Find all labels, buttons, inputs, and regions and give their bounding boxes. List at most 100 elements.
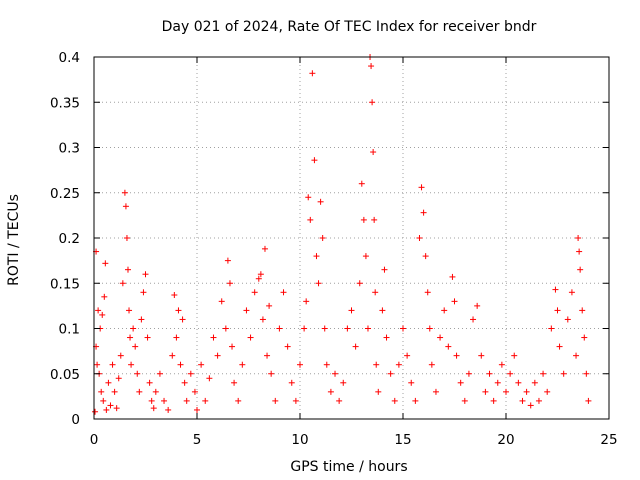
- data-point: [344, 325, 351, 332]
- data-point: [360, 216, 367, 223]
- y-tick-label: 0.1: [59, 322, 80, 338]
- x-tick-label: 0: [90, 432, 99, 448]
- data-point: [100, 397, 107, 404]
- data-point: [327, 388, 334, 395]
- data-point: [426, 325, 433, 332]
- data-point: [577, 266, 584, 273]
- data-point: [218, 298, 225, 305]
- data-point: [519, 397, 526, 404]
- y-tick-label: 0.2: [59, 231, 80, 247]
- data-point: [146, 379, 153, 386]
- data-point: [474, 302, 481, 309]
- data-point: [420, 209, 427, 216]
- data-point: [171, 292, 178, 299]
- data-point: [352, 343, 359, 350]
- data-point: [276, 325, 283, 332]
- data-point: [202, 397, 209, 404]
- y-tick-label: 0.4: [59, 50, 80, 66]
- data-point: [554, 307, 561, 314]
- data-point: [226, 280, 233, 287]
- data-point: [531, 379, 538, 386]
- data-point: [138, 316, 145, 323]
- data-point: [239, 361, 246, 368]
- data-point: [103, 406, 110, 413]
- chart-title: Day 021 of 2024, Rate Of TEC Index for r…: [162, 19, 537, 35]
- data-point: [292, 397, 299, 404]
- data-point: [132, 343, 139, 350]
- x-tick-label: 10: [291, 432, 308, 448]
- data-point: [404, 352, 411, 359]
- x-axis-label: GPS time / hours: [290, 459, 407, 475]
- data-point: [255, 275, 262, 282]
- data-point: [511, 352, 518, 359]
- data-point: [540, 370, 547, 377]
- data-point: [451, 298, 458, 305]
- data-point: [387, 370, 394, 377]
- data-point: [437, 334, 444, 341]
- x-tick-label: 15: [394, 432, 411, 448]
- data-point: [356, 280, 363, 287]
- data-point: [369, 99, 376, 106]
- data-point: [395, 361, 402, 368]
- data-point: [321, 325, 328, 332]
- data-point: [311, 157, 318, 164]
- data-point: [544, 388, 551, 395]
- data-point: [303, 298, 310, 305]
- data-point: [568, 289, 575, 296]
- data-point: [494, 379, 501, 386]
- data-point: [284, 343, 291, 350]
- y-tick-label: 0.25: [50, 186, 80, 202]
- data-point: [503, 388, 509, 395]
- data-point: [150, 405, 157, 412]
- data-point: [229, 343, 236, 350]
- data-point: [224, 257, 231, 264]
- y-axis-label: ROTI / TECUs: [6, 194, 22, 286]
- data-point: [373, 361, 380, 368]
- data-point: [370, 149, 377, 156]
- data-point: [198, 361, 205, 368]
- data-point: [177, 361, 184, 368]
- data-point: [416, 235, 423, 241]
- x-tick-label: 20: [497, 432, 514, 448]
- data-point: [323, 361, 330, 368]
- data-point: [340, 379, 347, 386]
- data-point: [445, 343, 452, 350]
- data-point: [465, 370, 472, 377]
- data-point: [94, 361, 101, 368]
- data-point: [156, 370, 163, 377]
- data-point: [95, 307, 102, 314]
- data-point: [251, 289, 258, 296]
- data-point: [301, 325, 308, 332]
- data-point: [441, 307, 448, 314]
- data-point: [266, 302, 273, 309]
- data-point: [575, 235, 582, 241]
- axis-ticks: [93, 56, 610, 420]
- y-tick-label: 0.3: [59, 141, 80, 157]
- data-point: [391, 397, 398, 404]
- data-point: [124, 266, 131, 273]
- data-point: [432, 388, 439, 395]
- data-point: [383, 334, 390, 341]
- data-point: [257, 271, 264, 278]
- data-point: [527, 402, 534, 409]
- data-point: [408, 379, 415, 386]
- data-point: [453, 352, 460, 359]
- x-tick-labels: 0 5 10 15 20 25: [90, 432, 618, 448]
- data-point: [261, 245, 268, 252]
- data-point: [470, 316, 477, 323]
- data-point: [268, 370, 275, 377]
- data-point: [181, 379, 188, 386]
- data-point: [231, 379, 238, 386]
- data-point: [272, 397, 279, 404]
- data-point: [140, 289, 147, 296]
- data-point: [152, 388, 159, 395]
- data-point: [371, 216, 378, 223]
- data-point: [368, 63, 375, 70]
- data-point: [457, 379, 464, 386]
- y-tick-label: 0: [71, 412, 80, 428]
- data-point: [576, 248, 583, 255]
- data-point: [552, 286, 559, 293]
- data-point: [375, 388, 382, 395]
- data-point: [372, 289, 379, 296]
- data-point: [515, 379, 522, 386]
